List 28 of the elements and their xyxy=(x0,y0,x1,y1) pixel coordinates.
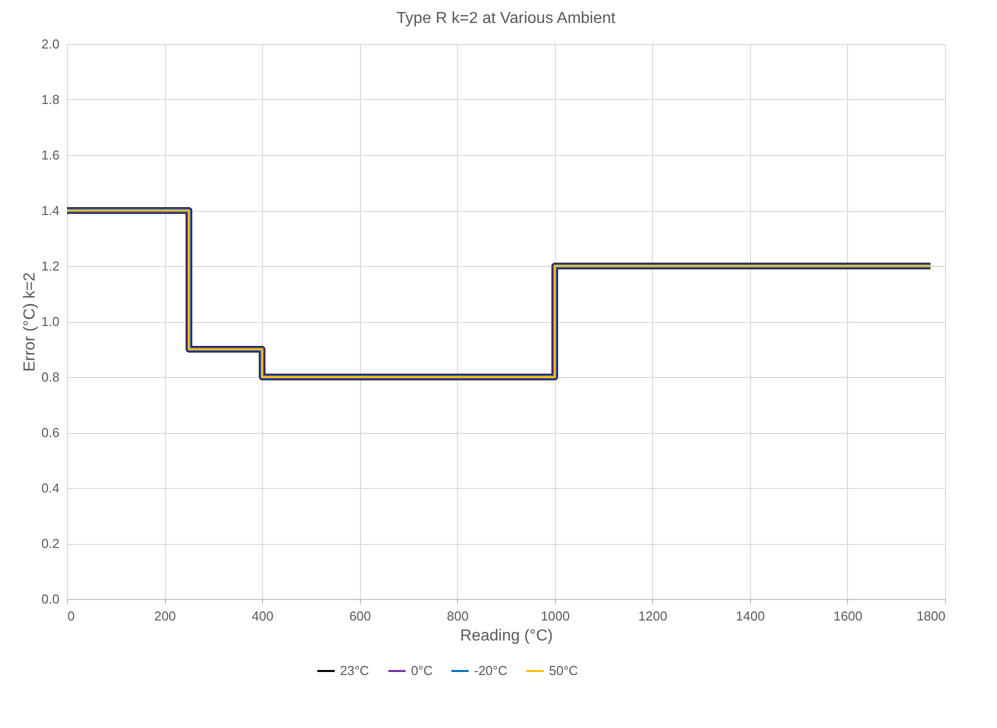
x-tick-label: 400 xyxy=(252,608,274,624)
x-tick-label: 1800 xyxy=(916,608,946,624)
x-tick-label: 1200 xyxy=(638,608,668,624)
y-axis-title: Error (°C) k=2 xyxy=(21,272,38,372)
x-tick-label: 1400 xyxy=(736,608,765,624)
y-tick-label: 1.4 xyxy=(41,203,60,218)
legend-label: -20°C xyxy=(474,663,508,678)
x-axis-title: Reading (°C) xyxy=(460,628,553,644)
legend-label: 50°C xyxy=(549,663,578,678)
chart-title: Type R k=2 at Various Ambient xyxy=(396,10,616,27)
y-tick-label: 1.2 xyxy=(41,258,60,274)
y-tick-label: 1.0 xyxy=(41,314,60,329)
x-tick-label: 600 xyxy=(349,608,372,624)
y-tick-label: 0.6 xyxy=(41,425,60,440)
legend-label: 0°C xyxy=(411,663,433,678)
y-tick-label: 0.4 xyxy=(41,480,60,496)
y-tick-label: 0.8 xyxy=(41,370,60,384)
x-tick-label: 200 xyxy=(154,608,176,624)
y-tick-label: 1.6 xyxy=(41,148,60,162)
y-tick-label: 0.0 xyxy=(41,592,60,606)
y-tick-label: 1.8 xyxy=(41,92,60,107)
x-tick-label: 1000 xyxy=(540,608,570,624)
y-tick-label: 0.2 xyxy=(41,536,60,551)
x-tick-label: 1600 xyxy=(833,608,862,624)
legend-label: 23°C xyxy=(340,663,370,678)
x-tick-label: 800 xyxy=(446,608,469,624)
y-tick-label: 2.0 xyxy=(41,36,60,52)
x-tick-label: 0 xyxy=(68,608,75,624)
